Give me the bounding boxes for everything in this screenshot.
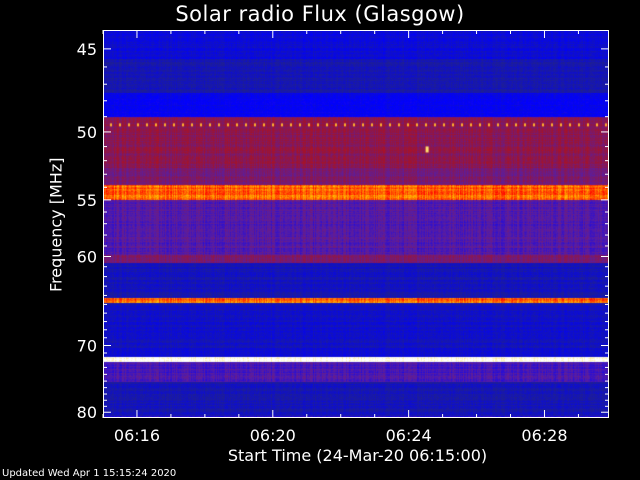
y-tick-label: 45 xyxy=(77,40,97,59)
x-tick-label: 06:28 xyxy=(521,426,567,445)
spectrogram-canvas xyxy=(104,31,608,417)
x-axis-label: Start Time (24-Mar-20 06:15:00) xyxy=(227,446,488,465)
y-tick-label: 70 xyxy=(77,336,97,355)
x-tick-label: 06:20 xyxy=(250,426,296,445)
plot-area xyxy=(103,30,609,418)
y-tick-label: 50 xyxy=(77,123,97,142)
chart-title: Solar radio Flux (Glasgow) xyxy=(175,2,465,26)
x-tick-label: 06:16 xyxy=(114,426,160,445)
y-tick-label: 60 xyxy=(77,248,97,267)
x-tick-label: 06:24 xyxy=(386,426,432,445)
y-axis-label: Frequency [MHz] xyxy=(46,157,66,292)
update-timestamp: Updated Wed Apr 1 15:15:24 2020 xyxy=(2,468,177,479)
y-tick-label: 55 xyxy=(77,191,97,210)
y-tick-label: 80 xyxy=(77,403,97,422)
